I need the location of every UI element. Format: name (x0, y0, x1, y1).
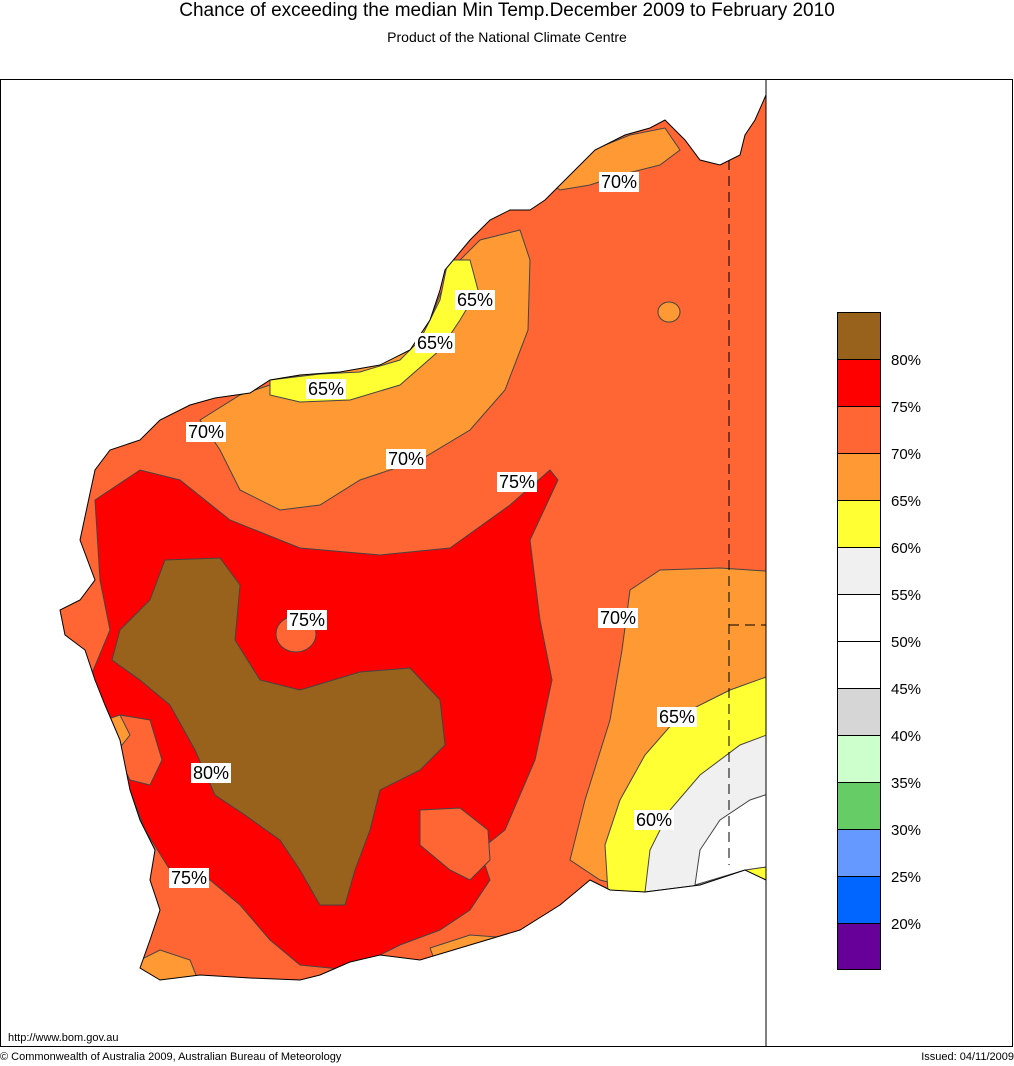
legend-swatch (837, 829, 881, 876)
map-subtitle: Product of the National Climate Centre (387, 29, 627, 45)
legend-swatch (837, 688, 881, 735)
zone-60-65-north (269, 259, 479, 403)
legend-swatch (837, 453, 881, 500)
issued-date: Issued: 04/11/2009 (921, 1051, 1014, 1063)
zone-80-plus (111, 557, 446, 906)
legend-label: 25% (891, 869, 922, 886)
legend-swatch (837, 406, 881, 453)
legend-label: 55% (891, 587, 922, 604)
legend-label: 80% (891, 352, 922, 369)
legend-swatch (837, 782, 881, 829)
contour-label: 60% (634, 810, 675, 830)
probability-map (59, 79, 767, 1047)
legend-swatch (837, 641, 881, 688)
contour-label: 70% (386, 449, 427, 469)
legend-swatch (837, 312, 881, 359)
legend-label: 70% (891, 446, 922, 463)
contour-label: 70% (186, 422, 227, 442)
legend-label: 60% (891, 540, 922, 557)
legend-label: 65% (891, 493, 922, 510)
legend-swatch (837, 359, 881, 406)
legend-label: 40% (891, 728, 922, 745)
copyright-notice: © Commonwealth of Australia 2009, Austra… (0, 1051, 342, 1063)
contour-label: 65% (657, 707, 698, 727)
zone-pocket-65-70-southwest (139, 949, 201, 980)
coastline (59, 94, 767, 981)
contour-label: 65% (455, 290, 496, 310)
contour-label: 70% (598, 608, 639, 628)
legend-label: 20% (891, 916, 922, 933)
map-title: Chance of exceeding the median Min Temp.… (179, 0, 835, 21)
legend-swatch (837, 594, 881, 641)
legend-label: 50% (891, 634, 922, 651)
legend-swatch (837, 500, 881, 547)
contour-label: 70% (599, 172, 640, 192)
legend-label: 75% (891, 399, 922, 416)
legend-label: 30% (891, 822, 922, 839)
map-frame (0, 79, 1013, 1047)
zone-pocket-east (419, 807, 491, 881)
legend-swatch (837, 876, 881, 923)
zone-pocket-65-70 (657, 301, 681, 323)
legend-label: 45% (891, 681, 922, 698)
contour-label: 65% (306, 379, 347, 399)
contour-label: 75% (497, 472, 538, 492)
legend-swatch (837, 923, 881, 970)
legend-swatch (837, 735, 881, 782)
contour-label: 75% (169, 868, 210, 888)
legend-swatch (837, 547, 881, 594)
contour-label: 75% (287, 610, 328, 630)
legend-label: 35% (891, 775, 922, 792)
contour-label: 80% (191, 763, 232, 783)
contour-label: 65% (415, 333, 456, 353)
source-url: http://www.bom.gov.au (8, 1032, 119, 1044)
zone-50-55-southeast (694, 789, 766, 886)
color-legend (837, 312, 881, 970)
